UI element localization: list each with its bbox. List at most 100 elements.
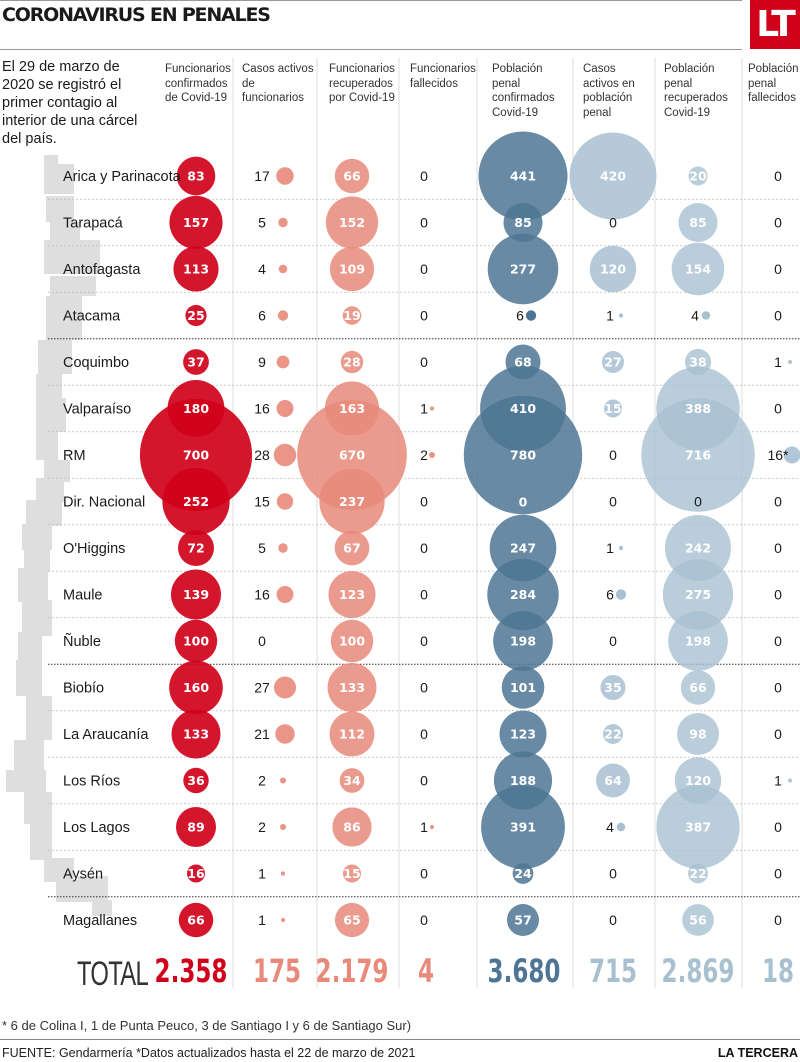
bubble-value: 670	[339, 448, 365, 463]
value-label: 0	[420, 540, 428, 556]
chile-map-silhouette	[6, 155, 112, 916]
value-label: 0	[694, 494, 702, 510]
value-label: 0	[420, 726, 428, 742]
bubble-value: 198	[510, 634, 536, 649]
bubble	[603, 724, 623, 744]
total-pob-rec: 2.869	[661, 952, 735, 990]
bubble-value: 66	[343, 169, 361, 184]
bubble	[169, 195, 223, 250]
value-label: 21	[254, 726, 270, 742]
dot	[278, 543, 288, 553]
bubble	[503, 202, 543, 243]
value-label: 1	[420, 401, 428, 417]
column-divider	[572, 58, 574, 988]
region-label: La Araucanía	[63, 727, 149, 743]
region-label: Antofagasta	[63, 262, 141, 278]
brand-name: LA TERCERA	[717, 1046, 798, 1060]
map-block	[44, 858, 74, 882]
footnote: * 6 de Colina I, 1 de Punta Peuco, 3 de …	[2, 1018, 412, 1033]
map-block	[26, 696, 52, 740]
bubble-value: 152	[339, 215, 365, 230]
region-label: Magallanes	[63, 913, 137, 929]
dot	[787, 778, 793, 783]
value-label: 0	[774, 540, 782, 556]
bubble-value: 120	[600, 262, 626, 277]
bubble-value: 133	[183, 727, 209, 742]
bubble	[178, 902, 214, 938]
value-label: 0	[420, 168, 428, 184]
dot	[278, 217, 288, 228]
bubble	[487, 558, 559, 631]
region-label: Dir. Nacional	[63, 495, 145, 511]
bubble	[668, 611, 728, 671]
value-label: 0	[420, 866, 428, 882]
dot	[275, 724, 295, 744]
dot	[280, 777, 286, 784]
bubble	[185, 304, 207, 327]
bubble	[330, 619, 374, 663]
value-label: 6	[258, 308, 266, 324]
bubble	[327, 663, 377, 712]
total-pob-fall: 18	[761, 952, 795, 990]
bubble-value: 113	[183, 262, 209, 277]
map-block	[18, 632, 42, 662]
total-pob-conf: 3.680	[487, 952, 561, 990]
map-block	[46, 296, 82, 340]
bubble-value: 188	[510, 773, 536, 788]
value-label: 0	[609, 447, 617, 463]
bubble	[329, 711, 375, 757]
dot	[276, 167, 294, 185]
value-label: 1	[774, 773, 782, 789]
column-divider	[316, 58, 318, 988]
dot	[783, 446, 800, 464]
bubble	[173, 246, 219, 292]
map-block	[38, 340, 72, 374]
bubble	[678, 202, 718, 243]
region-label: Ñuble	[63, 633, 101, 650]
bubble-value: 100	[183, 634, 209, 649]
value-label: 16*	[767, 447, 789, 463]
bubble	[342, 306, 362, 325]
bubble	[183, 349, 209, 375]
value-label: 0	[774, 680, 782, 696]
bubble	[596, 763, 630, 798]
bubble-value: 123	[339, 587, 365, 602]
bubble	[176, 156, 216, 196]
dot	[429, 452, 435, 458]
bubble-value: 68	[514, 355, 531, 370]
column-header-pob-conf: Población penal confirmados Covid-19	[492, 63, 555, 119]
bubble-value: 67	[343, 541, 360, 556]
value-label: 2	[420, 447, 428, 463]
bubble-value: 15	[343, 866, 360, 881]
bubble	[319, 468, 385, 535]
value-label: 0	[420, 773, 428, 789]
dot	[525, 310, 537, 321]
bubble	[334, 902, 370, 938]
region-label: RM	[63, 448, 86, 464]
top-rule	[0, 0, 742, 1]
bubble	[493, 611, 553, 671]
bubble	[187, 864, 205, 883]
bubble-value: 277	[510, 262, 536, 277]
bubble	[600, 674, 626, 701]
value-label: 0	[774, 494, 782, 510]
total-func-act: 175	[252, 952, 302, 990]
value-label: 0	[774, 726, 782, 742]
total-func-rec: 2.179	[315, 952, 389, 990]
bubble	[688, 863, 708, 884]
bubble-value: 109	[339, 262, 365, 277]
value-label: 4	[606, 819, 614, 835]
bubble	[501, 666, 545, 709]
total-func-fall: 4	[417, 952, 435, 990]
value-label: 1	[774, 354, 782, 370]
bubble-value: 24	[514, 866, 532, 881]
bubble-value: 133	[339, 680, 365, 695]
value-label: 0	[420, 912, 428, 928]
value-label: 0	[420, 354, 428, 370]
bubble-value: 27	[604, 355, 621, 370]
dot	[618, 313, 624, 318]
bubble	[329, 246, 375, 292]
region-label: Los Ríos	[63, 774, 120, 790]
bubble-value: 154	[685, 262, 711, 277]
bubble-value: 20	[689, 169, 707, 184]
